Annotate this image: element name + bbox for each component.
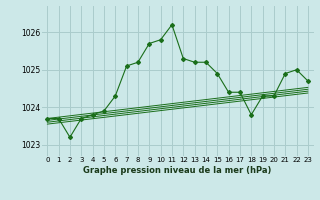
X-axis label: Graphe pression niveau de la mer (hPa): Graphe pression niveau de la mer (hPa) [84, 166, 272, 175]
